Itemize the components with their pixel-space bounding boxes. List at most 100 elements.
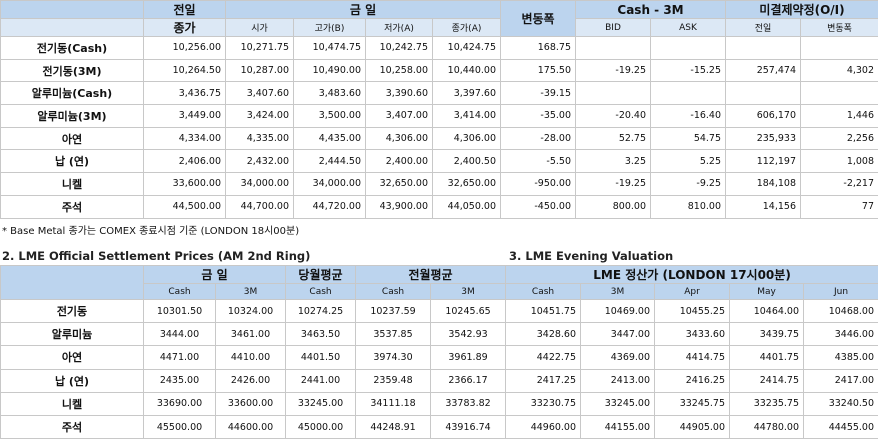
table-cell: 10,256.00	[144, 37, 226, 60]
table-cell	[651, 37, 726, 60]
table-cell: 알루미늄	[1, 323, 144, 346]
header-cell: 저가(A)	[366, 19, 433, 37]
table-cell: 2416.25	[655, 369, 730, 392]
table-cell: 44905.00	[655, 415, 730, 438]
table-cell: 10,424.75	[433, 37, 501, 60]
table-cell: 32,650.00	[433, 173, 501, 196]
table-cell: 4385.00	[804, 346, 878, 369]
table-cell: 10469.00	[581, 300, 655, 323]
table-cell: 1,008	[801, 150, 878, 173]
table-cell: 납 (연)	[1, 369, 144, 392]
table-cell: 3,414.00	[433, 105, 501, 128]
table-cell: 33600.00	[216, 392, 286, 415]
table-cell: 3,436.75	[144, 82, 226, 105]
table-cell: 4,306.00	[366, 127, 433, 150]
header-cell: Cash	[144, 284, 216, 300]
table-cell: 34111.18	[356, 392, 431, 415]
header-cell: 전월평균	[356, 266, 506, 284]
header-cell: 종가(A)	[433, 19, 501, 37]
table-cell: 주석	[1, 415, 144, 438]
table-cell: 33240.50	[804, 392, 878, 415]
table-cell: 3,424.00	[226, 105, 294, 128]
table-cell: 54.75	[651, 127, 726, 150]
table-cell: 45500.00	[144, 415, 216, 438]
corner-cell	[1, 1, 144, 19]
table-cell: 10,490.00	[294, 59, 366, 82]
table-cell: 10455.25	[655, 300, 730, 323]
table-cell: 2435.00	[144, 369, 216, 392]
table-cell: 3439.75	[730, 323, 804, 346]
table-cell: -9.25	[651, 173, 726, 196]
table-cell: 4,335.00	[226, 127, 294, 150]
table-cell: 4,306.00	[433, 127, 501, 150]
table-cell: 44600.00	[216, 415, 286, 438]
table-cell: 10,271.75	[226, 37, 294, 60]
table-cell: 44,720.00	[294, 195, 366, 218]
table-cell: 3428.60	[506, 323, 581, 346]
table-cell: 2,400.50	[433, 150, 501, 173]
table-cell: 2,400.00	[366, 150, 433, 173]
header-cell: 전일	[144, 1, 226, 19]
table-cell: 3446.00	[804, 323, 878, 346]
table-cell: -35.00	[501, 105, 576, 128]
table-cell: 3433.60	[655, 323, 730, 346]
section-title: 3. LME Evening Valuation	[509, 249, 673, 263]
table-cell: 10,287.00	[226, 59, 294, 82]
table-cell: 3,483.60	[294, 82, 366, 105]
header-cell: 변동폭	[501, 1, 576, 37]
header-cell: Cash - 3M	[576, 1, 726, 19]
header-cell: Apr	[655, 284, 730, 300]
table-cell: 33230.75	[506, 392, 581, 415]
table-cell: 주석	[1, 195, 144, 218]
table-cell	[726, 82, 801, 105]
header-cell: BID	[576, 19, 651, 37]
table-cell: -19.25	[576, 59, 651, 82]
table-cell: 10464.00	[730, 300, 804, 323]
corner-cell	[1, 266, 144, 300]
table-cell: 알루미늄(Cash)	[1, 82, 144, 105]
header-cell: Cash	[286, 284, 356, 300]
table-cell: 112,197	[726, 150, 801, 173]
table-cell: 33245.00	[286, 392, 356, 415]
table-cell: 810.00	[651, 195, 726, 218]
table-cell: 44455.00	[804, 415, 878, 438]
table-cell: 전기동(Cash)	[1, 37, 144, 60]
table-cell: 33690.00	[144, 392, 216, 415]
table-cell: 77	[801, 195, 878, 218]
table-cell: 44,700.00	[226, 195, 294, 218]
table-cell: 3447.00	[581, 323, 655, 346]
header-cell: LME 정산가 (LONDON 17시00분)	[506, 266, 878, 284]
table-cell: 3,407.00	[366, 105, 433, 128]
table-cell: 52.75	[576, 127, 651, 150]
header-cell: 3M	[216, 284, 286, 300]
table-cell: 33245.75	[655, 392, 730, 415]
table-cell: 2,256	[801, 127, 878, 150]
table-cell: 3,500.00	[294, 105, 366, 128]
table-cell: 4401.75	[730, 346, 804, 369]
table-cell: 33,600.00	[144, 173, 226, 196]
header-cell: 전일	[726, 19, 801, 37]
table-cell: 2366.17	[431, 369, 506, 392]
table-cell: 3,397.60	[433, 82, 501, 105]
table-cell: 2,432.00	[226, 150, 294, 173]
table-cell: -20.40	[576, 105, 651, 128]
header-cell: 미결제약정(O/I)	[726, 1, 878, 19]
header-cell: 금 일	[226, 1, 501, 19]
table-cell: 2359.48	[356, 369, 431, 392]
table-cell: 3,407.60	[226, 82, 294, 105]
table-cell: -28.00	[501, 127, 576, 150]
table-cell: 44,050.00	[433, 195, 501, 218]
table-cell: 니켈	[1, 392, 144, 415]
table-cell	[651, 82, 726, 105]
table-cell: 14,156	[726, 195, 801, 218]
table-cell: 10451.75	[506, 300, 581, 323]
table-cell: 니켈	[1, 173, 144, 196]
